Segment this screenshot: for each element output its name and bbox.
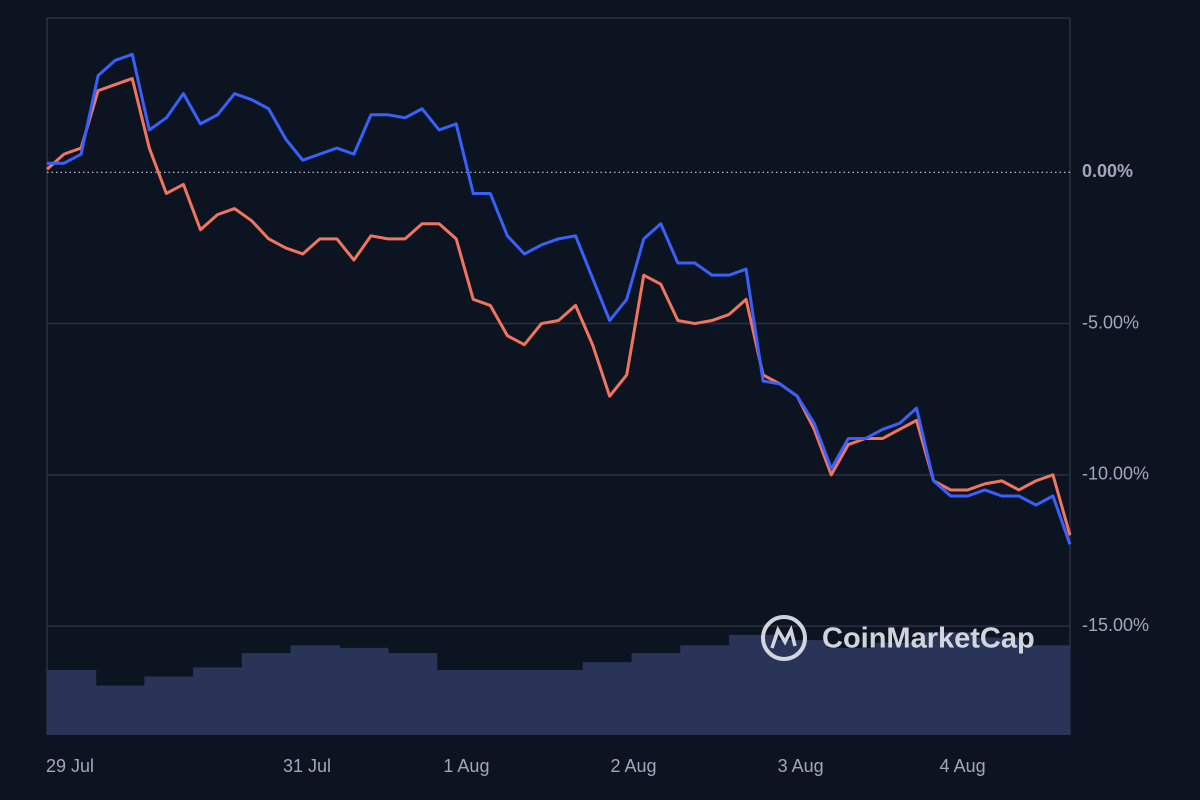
volume-bar xyxy=(95,685,145,735)
y-tick-label: -15.00% xyxy=(1082,615,1149,635)
volume-bar xyxy=(972,637,1022,735)
logo xyxy=(761,615,807,661)
series-line xyxy=(47,52,1072,545)
x-tick-label: 2 Aug xyxy=(610,756,656,776)
volume-bar xyxy=(729,634,779,735)
volume-bar xyxy=(631,653,681,735)
volume-bar xyxy=(339,647,389,735)
y-tick-label: -5.00% xyxy=(1082,312,1139,332)
series-line xyxy=(46,77,1072,536)
logo-mark xyxy=(770,624,797,649)
volume-bar xyxy=(826,647,876,735)
volume-bar xyxy=(923,632,974,735)
volume-bar xyxy=(436,670,486,735)
volume-bar xyxy=(875,642,925,735)
watermark-text: CoinMarketCap xyxy=(822,623,1035,655)
y-tick-label: 0.00% xyxy=(1082,161,1133,181)
x-tick-label: 3 Aug xyxy=(778,756,824,776)
lines xyxy=(46,52,1072,545)
volume-bar xyxy=(144,676,194,735)
grid xyxy=(47,171,1070,627)
volume xyxy=(47,632,1071,735)
volume-bar xyxy=(193,667,243,735)
volume-bar xyxy=(534,670,584,735)
x-tick-label: 29 Jul xyxy=(46,756,94,776)
volume-bar xyxy=(290,645,340,735)
volume-bar xyxy=(1021,645,1071,735)
x-tick-label: 1 Aug xyxy=(443,756,489,776)
x-tick-label: 31 Jul xyxy=(283,756,331,776)
volume-bar xyxy=(485,670,535,735)
y-tick-label: -10.00% xyxy=(1082,464,1149,484)
volume-bar xyxy=(777,640,827,735)
volume-bar xyxy=(241,653,292,735)
volume-bar xyxy=(388,653,438,735)
volume-bar xyxy=(47,670,97,735)
watermark: CoinMarketCap xyxy=(761,615,1035,661)
x-tick-label: 4 Aug xyxy=(940,756,986,776)
volume-bar xyxy=(582,662,633,735)
frame xyxy=(46,17,1071,735)
axes: 0.00% -5.00% -10.00% -15.00% 29 Jul 31 Jul 1 A… xyxy=(46,161,1149,776)
volume-bar xyxy=(680,645,730,735)
